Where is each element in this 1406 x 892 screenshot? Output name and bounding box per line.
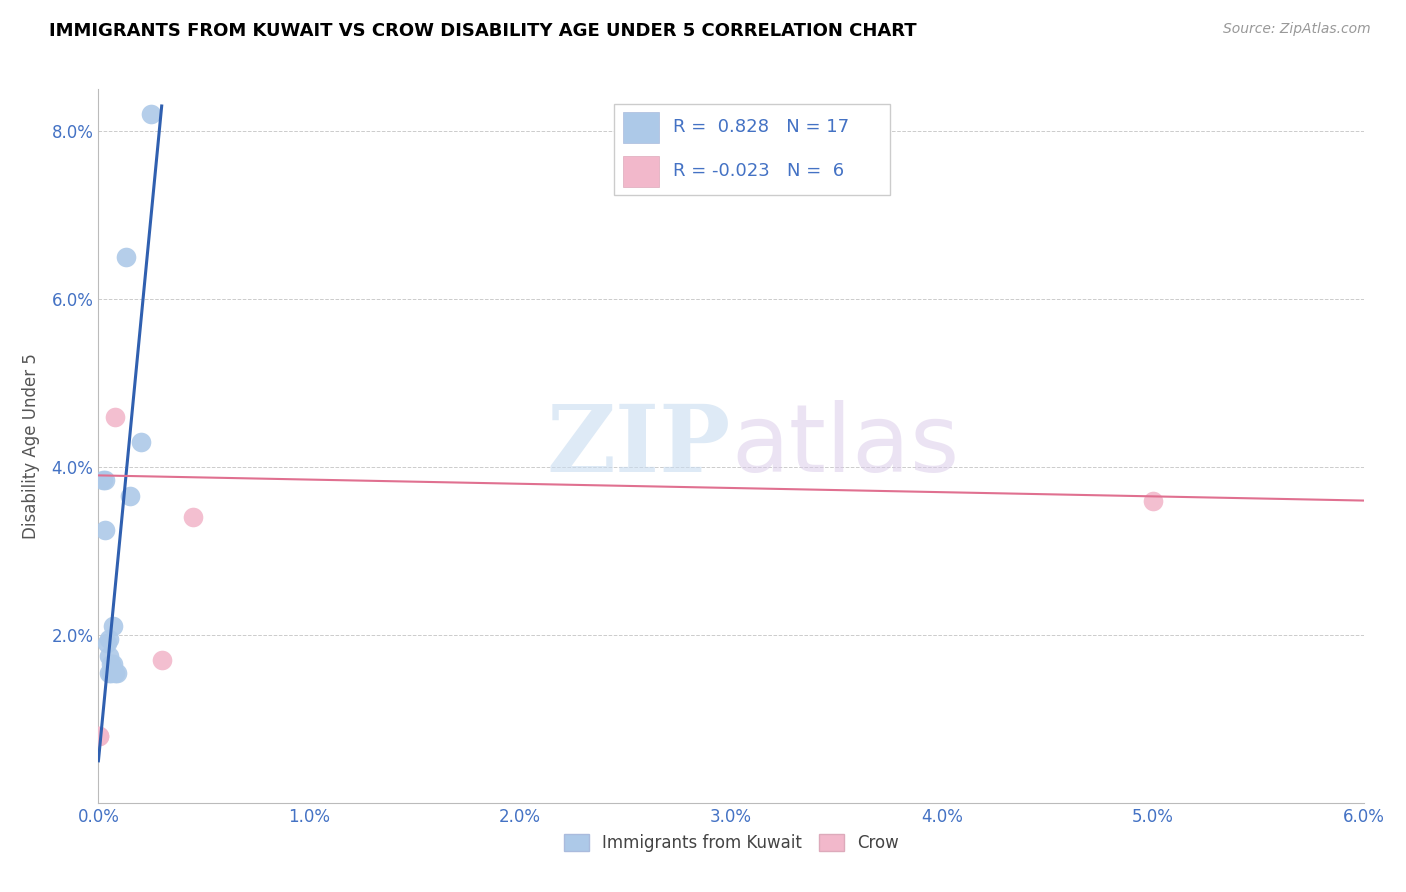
Point xyxy=(91,473,114,487)
Point xyxy=(93,473,117,487)
Point xyxy=(129,434,152,449)
Point xyxy=(98,632,121,646)
Text: R =  0.828   N = 17: R = 0.828 N = 17 xyxy=(673,118,849,136)
Legend: Immigrants from Kuwait, Crow: Immigrants from Kuwait, Crow xyxy=(557,827,905,859)
Point xyxy=(89,729,111,743)
FancyBboxPatch shape xyxy=(623,156,659,187)
Point xyxy=(150,653,173,667)
Text: R = -0.023   N =  6: R = -0.023 N = 6 xyxy=(673,162,845,180)
Point xyxy=(120,489,141,503)
Point xyxy=(104,665,127,680)
Point xyxy=(103,657,125,672)
Point xyxy=(183,510,205,524)
Point xyxy=(96,636,118,650)
Point xyxy=(98,648,121,663)
Point xyxy=(100,665,122,680)
Y-axis label: Disability Age Under 5: Disability Age Under 5 xyxy=(22,353,41,539)
Point xyxy=(104,409,127,424)
Text: Source: ZipAtlas.com: Source: ZipAtlas.com xyxy=(1223,22,1371,37)
Point xyxy=(89,729,111,743)
FancyBboxPatch shape xyxy=(623,112,659,143)
Text: IMMIGRANTS FROM KUWAIT VS CROW DISABILITY AGE UNDER 5 CORRELATION CHART: IMMIGRANTS FROM KUWAIT VS CROW DISABILIT… xyxy=(49,22,917,40)
Text: ZIP: ZIP xyxy=(547,401,731,491)
Point xyxy=(107,665,129,680)
Text: atlas: atlas xyxy=(731,400,959,492)
Point xyxy=(141,107,163,121)
Point xyxy=(93,523,117,537)
Point xyxy=(103,619,125,633)
Point xyxy=(115,250,138,264)
Point xyxy=(100,657,122,672)
FancyBboxPatch shape xyxy=(614,103,890,195)
Point xyxy=(98,665,121,680)
Point xyxy=(1142,493,1164,508)
